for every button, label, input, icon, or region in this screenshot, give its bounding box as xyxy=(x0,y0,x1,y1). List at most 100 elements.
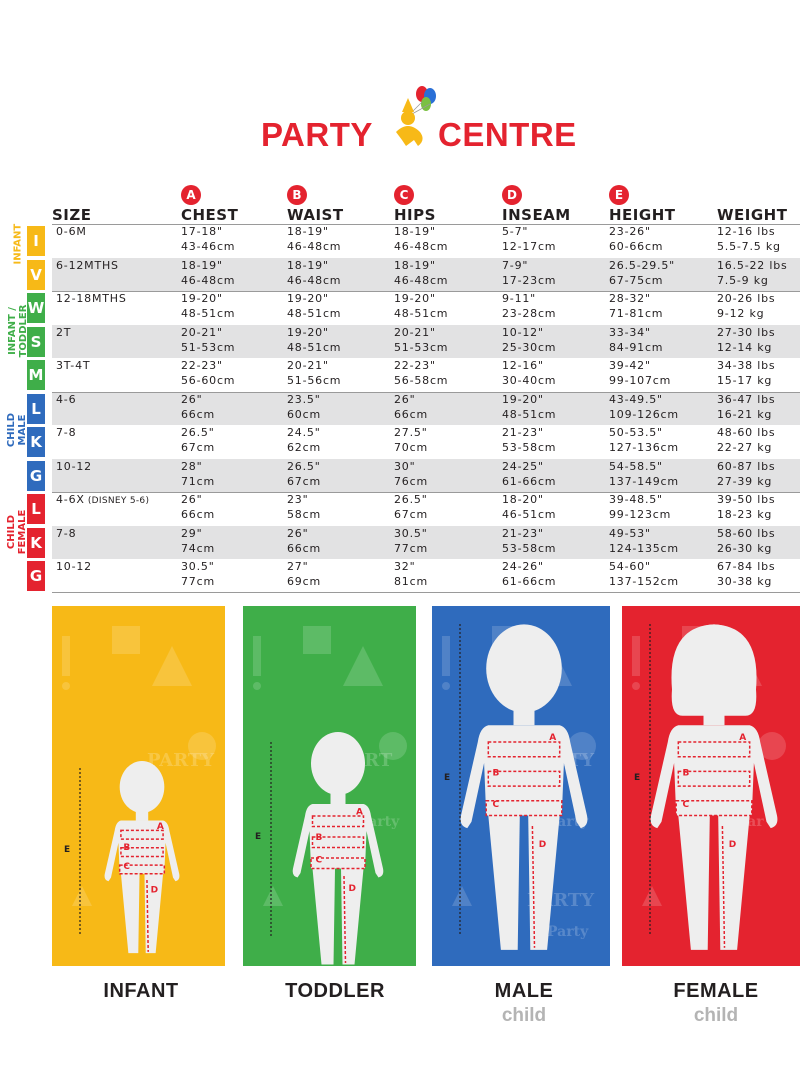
male-figure-subtitle: child xyxy=(501,1005,547,1026)
height-imperial-value: 28-32" xyxy=(609,292,651,305)
waist-cell: 23.5" 60cm xyxy=(287,393,321,422)
infant-figure-panel: PARTY A B C D E xyxy=(52,606,225,966)
inseam-imperial-value: 19-20" xyxy=(502,393,544,406)
measurement-label: A xyxy=(739,733,746,743)
height-metric-value: 71-81cm xyxy=(609,306,664,320)
size-value: 7-8 xyxy=(56,527,77,540)
height-metric-value: 99-107cm xyxy=(609,373,672,387)
hips-imperial-value: 22-23" xyxy=(394,359,436,372)
measurement-label: C xyxy=(316,856,323,866)
hips-imperial-value: 30.5" xyxy=(394,527,428,540)
table-row: 4-6X (DISNEY 5-6) 26" 66cm 23" 58cm 26.5" 67cm… xyxy=(52,492,800,525)
waist-cell: 20-21" 51-56cm xyxy=(287,359,341,388)
waist-metric-value: 66cm xyxy=(287,541,321,555)
waist-imperial-value: 20-21" xyxy=(287,359,329,372)
chest-metric-value: 51-53cm xyxy=(181,340,236,354)
size-cell: 0-6M xyxy=(56,225,87,240)
size-code-badge: S xyxy=(27,327,45,357)
chest-imperial-value: 26" xyxy=(181,493,203,506)
weight-cell: 36-47 lbs 16-21 kg xyxy=(717,393,775,422)
height-cell: 28-32" 71-81cm xyxy=(609,292,663,321)
height-imperial-value: 54-60" xyxy=(609,560,651,573)
size-cell: 7-8 xyxy=(56,426,76,441)
inseam-cell: 9-11" 23-28cm xyxy=(502,292,556,321)
measurement-label: E xyxy=(444,773,450,783)
inseam-metric-value: 30-40cm xyxy=(502,373,557,387)
height-metric-value: 127-136cm xyxy=(609,440,679,454)
table-row: 10-12 28" 71cm 26.5" 67cm 30" 76cm 24-25" 61-66c… xyxy=(52,459,800,492)
inseam-imperial-value: 24-26" xyxy=(502,560,544,573)
chest-imperial-value: 26" xyxy=(181,393,203,406)
waist-header: WAIST xyxy=(287,206,344,224)
height-cell: 54-58.5" 137-149cm xyxy=(609,460,679,489)
measurement-label: E xyxy=(255,832,261,842)
waist-metric-value: 60cm xyxy=(287,407,321,421)
group-label: CHILD MALE xyxy=(6,407,28,453)
size-cell: 7-8 xyxy=(56,527,76,542)
female-silhouette-icon: ParParABCDE xyxy=(632,624,786,950)
inseam-metric-value: 23-28cm xyxy=(502,306,557,320)
waist-metric-value: 51-56cm xyxy=(287,373,342,387)
hips-metric-value: 81cm xyxy=(394,574,428,588)
chest-metric-value: 56-60cm xyxy=(181,373,236,387)
table-row: 4-6 26" 66cm 23.5" 60cm 26" 66cm 19-20" 48-51cm 4… xyxy=(52,392,800,425)
hips-metric-value: 66cm xyxy=(394,407,428,421)
brand-name-left: PARTY xyxy=(261,116,373,153)
hips-metric-value: 46-48cm xyxy=(394,239,449,253)
group-label-line: CHILD xyxy=(6,514,17,550)
size-value: 4-6X xyxy=(56,493,85,506)
chest-imperial-value: 22-23" xyxy=(181,359,223,372)
measurement-lines xyxy=(485,741,563,948)
height-imperial-value: 54-58.5" xyxy=(609,460,663,473)
waist-cell: 18-19" 46-48cm xyxy=(287,259,341,288)
measurement-label: A xyxy=(356,808,363,818)
inseam-metric-value: 61-66cm xyxy=(502,574,557,588)
inseam-imperial-value: 7-9" xyxy=(502,259,529,272)
waist-cell: 19-20" 48-51cm xyxy=(287,292,341,321)
table-row: 7-8 26.5" 67cm 24.5" 62cm 27.5" 70cm 21-23" 53-5… xyxy=(52,425,800,458)
inseam-imperial-value: 5-7" xyxy=(502,225,529,238)
weight-imperial-value: 16.5-22 lbs xyxy=(717,259,788,272)
chest-letter-badge: A xyxy=(181,185,201,205)
body-silhouette xyxy=(292,732,384,965)
hips-letter-badge: C xyxy=(394,185,414,205)
height-metric-value: 67-75cm xyxy=(609,273,664,287)
hips-metric-value: 48-51cm xyxy=(394,306,449,320)
weight-metric-value: 27-39 kg xyxy=(717,474,773,488)
body-silhouette xyxy=(650,624,778,950)
height-imperial-value: 50-53.5" xyxy=(609,426,663,439)
group-label: INFANT / TODDLER xyxy=(7,301,29,361)
weight-cell: 48-60 lbs 22-27 kg xyxy=(717,426,775,455)
hips-imperial-value: 19-20" xyxy=(394,292,436,305)
hips-cell: 19-20" 48-51cm xyxy=(394,292,448,321)
chest-imperial-value: 19-20" xyxy=(181,292,223,305)
waist-cell: 24.5" 62cm xyxy=(287,426,321,455)
body-silhouette xyxy=(460,624,588,950)
weight-imperial-value: 67-84 lbs xyxy=(717,560,776,573)
waist-metric-value: 62cm xyxy=(287,440,321,454)
group-divider xyxy=(52,224,800,225)
measurement-label: A xyxy=(549,733,556,743)
size-code-badge: W xyxy=(27,293,45,323)
size-code-badge: V xyxy=(27,260,45,290)
size-cell: 10-12 xyxy=(56,560,92,575)
toddler-figure-title: TODDLER xyxy=(285,980,385,1002)
waist-imperial-value: 23.5" xyxy=(287,393,321,406)
inseam-cell: 21-23" 53-58cm xyxy=(502,527,556,556)
hips-imperial-value: 32" xyxy=(394,560,416,573)
height-metric-value: 84-91cm xyxy=(609,340,664,354)
table-row: 3T-4T 22-23" 56-60cm 20-21" 51-56cm 22-23" 56-… xyxy=(52,358,800,391)
chest-imperial-value: 28" xyxy=(181,460,203,473)
height-imperial-value: 23-26" xyxy=(609,225,651,238)
height-imperial-value: 26.5-29.5" xyxy=(609,259,676,272)
height-metric-value: 137-149cm xyxy=(609,474,679,488)
height-cell: 39-42" 99-107cm xyxy=(609,359,671,388)
size-code-badge: K xyxy=(27,427,45,457)
female-figure-title: FEMALE xyxy=(673,980,759,1002)
hips-imperial-value: 26.5" xyxy=(394,493,428,506)
hips-imperial-value: 26" xyxy=(394,393,416,406)
male-silhouette-icon: PARTYPartyPARTYPartyABCDE xyxy=(442,624,596,950)
measurement-label: B xyxy=(683,769,690,779)
inseam-metric-value: 48-51cm xyxy=(502,407,557,421)
female-figure-panel: ParParABCDE xyxy=(622,606,800,966)
